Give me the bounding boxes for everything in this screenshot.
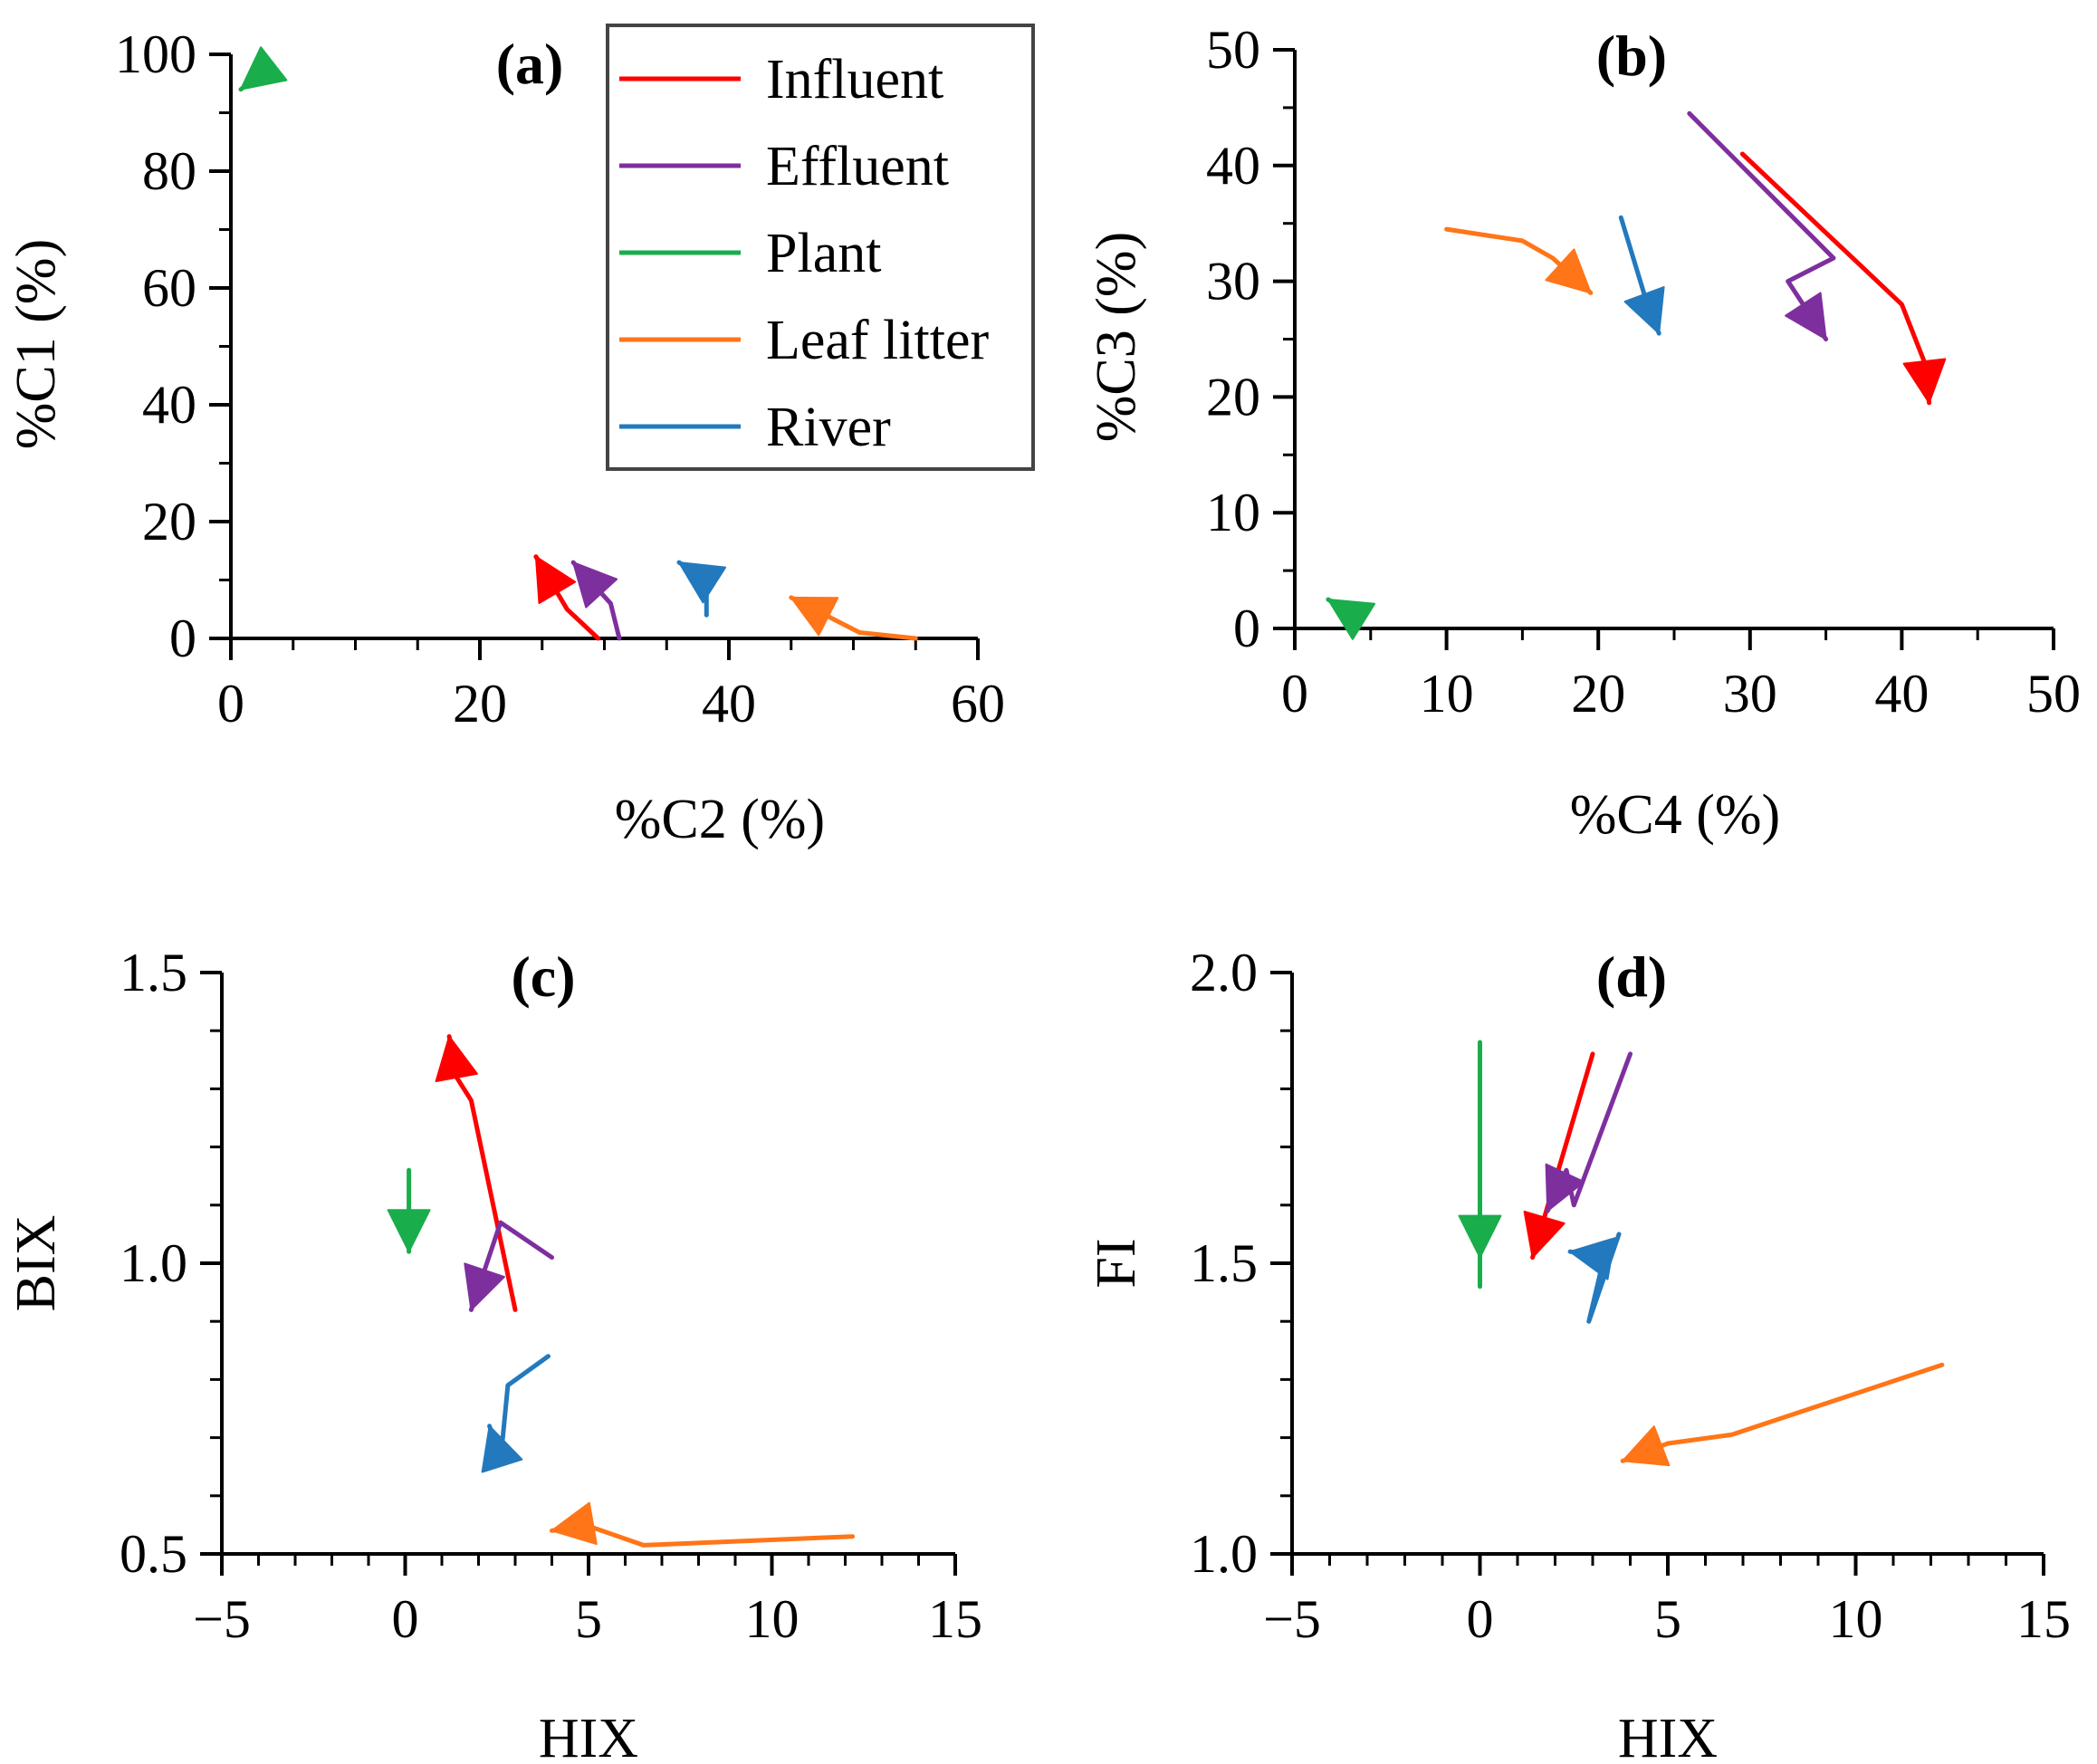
panel-d-arrowhead-leaf-litter xyxy=(1622,1425,1671,1467)
panel-c-arrowhead-influent xyxy=(435,1035,478,1082)
panel-a-y-tick-label: 80 xyxy=(142,141,196,201)
panel-d-arrowhead-river xyxy=(1569,1237,1616,1280)
legend-label-plant: Plant xyxy=(766,223,881,284)
panel-c-label: (c) xyxy=(511,944,575,1009)
panel-d-y-tick-label: 2.0 xyxy=(1190,943,1258,1002)
panel-b-arrowhead-influent xyxy=(1902,358,1947,404)
panel-a-y-tick-label: 100 xyxy=(115,24,196,84)
panel-b-x-axis-title: %C4 (%) xyxy=(1570,784,1780,846)
panel-d-x-axis-title: HIX xyxy=(1618,1708,1718,1764)
panel-b-x-tick-label: 0 xyxy=(1281,664,1308,724)
panel-c-x-tick-label: 10 xyxy=(745,1589,800,1649)
panel-b-x-tick-label: 20 xyxy=(1571,664,1625,724)
panel-b-y-tick-label: 20 xyxy=(1206,367,1260,427)
panel-d-y-axis-title: FI xyxy=(1086,1238,1147,1288)
panel-d-arrowhead-effluent xyxy=(1545,1163,1585,1213)
panel-c-arrowhead-river xyxy=(481,1424,523,1473)
panel-b-y-tick-label: 30 xyxy=(1206,252,1260,312)
panel-a-y-tick-label: 40 xyxy=(142,375,196,435)
legend-box xyxy=(606,24,1035,471)
panel-c: −5 0 5 10 15 0.5 1.0 1.5 HIX BIX (c) xyxy=(5,943,982,1764)
legend-label-effluent: Effluent xyxy=(766,136,949,197)
panel-c-x-tick-label: −5 xyxy=(193,1589,251,1649)
panel-c-y-tick-label: 1.5 xyxy=(120,943,187,1002)
panel-d-label: (d) xyxy=(1596,944,1667,1009)
panel-a-arrowhead-river xyxy=(678,561,727,604)
panel-a-label: (a) xyxy=(496,32,564,96)
panel-d: −5 0 5 10 15 1.0 1.5 2.0 HIX FI (d) xyxy=(1086,943,2071,1764)
panel-b-y-tick-label: 10 xyxy=(1206,483,1260,542)
panel-a-y-tick-label: 20 xyxy=(142,492,196,551)
panel-a: 0 20 40 60 0 20 40 60 80 100 %C2 (%) %C1 (%) (a) xyxy=(5,24,1005,850)
legend: Influent Effluent Plant Leaf litter River xyxy=(606,24,1035,471)
panel-b-x-tick-label: 40 xyxy=(1874,664,1929,724)
panel-d-x-tick-label: 5 xyxy=(1654,1589,1681,1649)
panel-d-x-tick-label: 10 xyxy=(1829,1589,1883,1649)
panel-b-arrowhead-river xyxy=(1623,286,1665,335)
panel-b-label: (b) xyxy=(1596,24,1667,88)
panel-d-y-tick-label: 1.5 xyxy=(1190,1233,1258,1293)
panel-c-y-axis-title: BIX xyxy=(5,1215,67,1312)
legend-label-leaf-litter: Leaf litter xyxy=(766,310,989,371)
panel-b-y-tick-label: 50 xyxy=(1206,20,1260,80)
panel-a-x-axis-title: %C2 (%) xyxy=(615,789,825,850)
panel-b-arrowhead-leaf-litter xyxy=(1545,248,1592,294)
panel-d-arrowhead-influent xyxy=(1523,1210,1566,1259)
panel-a-y-axis-title: %C1 (%) xyxy=(5,239,67,449)
panel-c-x-tick-label: 5 xyxy=(575,1589,602,1649)
panel-a-x-tick-label: 20 xyxy=(453,674,507,733)
panel-b-arrowhead-plant xyxy=(1326,599,1376,640)
panel-c-x-axis-title: HIX xyxy=(539,1708,638,1764)
panel-a-arrowhead-influent xyxy=(534,555,577,604)
panel-b-x-tick-label: 30 xyxy=(1723,664,1777,724)
panel-b-y-axis-title: %C3 (%) xyxy=(1086,232,1147,442)
panel-c-y-tick-label: 1.0 xyxy=(120,1233,187,1293)
panel-d-x-tick-label: −5 xyxy=(1263,1589,1321,1649)
panel-d-x-tick-label: 0 xyxy=(1467,1589,1494,1649)
panel-a-arrowhead-leaf-litter xyxy=(790,596,839,637)
panel-a-arrowhead-plant xyxy=(240,46,288,91)
panel-b-y-tick-label: 0 xyxy=(1233,599,1260,658)
panel-d-series-leaf-litter xyxy=(1620,1362,1945,1463)
panel-b-arrowhead-effluent xyxy=(1785,292,1827,340)
panel-a-arrowhead-effluent xyxy=(572,561,618,609)
panel-a-x-tick-label: 0 xyxy=(217,674,244,733)
panel-b-series-influent xyxy=(1739,151,1932,406)
panel-c-arrowhead-plant xyxy=(387,1209,431,1253)
panel-d-arrowhead-plant xyxy=(1458,1214,1502,1259)
panel-b-y-tick-label: 40 xyxy=(1206,136,1260,196)
panel-c-arrowhead-leaf-litter xyxy=(551,1501,598,1545)
panel-a-y-tick-label: 0 xyxy=(169,609,196,668)
panel-c-x-tick-label: 15 xyxy=(928,1589,982,1649)
legend-label-river: River xyxy=(766,397,891,458)
panel-a-y-tick-label: 60 xyxy=(142,258,196,318)
panel-b: 0 10 20 30 40 50 0 10 20 30 40 50 %C4 (%) %C3 (%) (b) xyxy=(1086,20,2081,846)
panel-c-arrowhead-effluent xyxy=(464,1262,505,1311)
panel-a-x-tick-label: 40 xyxy=(702,674,756,733)
panel-d-x-tick-label: 15 xyxy=(2016,1589,2071,1649)
panel-d-y-tick-label: 1.0 xyxy=(1190,1524,1258,1584)
panel-b-x-tick-label: 50 xyxy=(2026,664,2081,724)
panel-c-y-tick-label: 0.5 xyxy=(120,1524,187,1584)
panel-b-x-tick-label: 10 xyxy=(1420,664,1474,724)
panel-a-x-tick-label: 60 xyxy=(951,674,1005,733)
legend-label-influent: Influent xyxy=(766,49,943,110)
panel-c-x-tick-label: 0 xyxy=(392,1589,419,1649)
